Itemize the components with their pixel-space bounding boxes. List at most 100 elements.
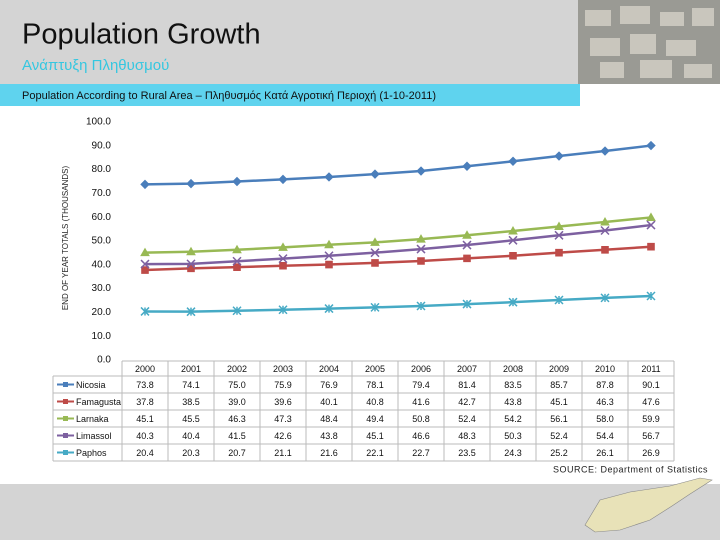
x-tick-label: 2003 (273, 364, 293, 374)
legend-label: Larnaka (76, 414, 109, 424)
marker (554, 221, 564, 230)
table-value: 46.3 (228, 414, 246, 424)
table-value: 49.4 (366, 414, 384, 424)
table-value: 26.1 (596, 448, 614, 458)
table-value: 37.8 (136, 397, 154, 407)
table-value: 75.9 (274, 380, 292, 390)
table-value: 40.1 (320, 397, 338, 407)
table-value: 46.6 (412, 431, 430, 441)
x-tick-label: 2005 (365, 364, 385, 374)
marker (186, 246, 196, 256)
table-value: 87.8 (596, 380, 614, 390)
marker (140, 306, 150, 316)
marker (416, 234, 426, 243)
marker (462, 161, 472, 171)
x-tick-label: 2001 (181, 364, 201, 374)
marker (646, 220, 656, 230)
series-line (144, 294, 652, 313)
marker (370, 237, 380, 246)
table-value: 45.1 (136, 414, 154, 424)
y-tick-label: 100.0 (86, 117, 111, 128)
marker (554, 151, 564, 161)
marker (646, 140, 656, 151)
marker (186, 178, 196, 189)
y-tick-label: 10.0 (92, 331, 112, 342)
marker (600, 216, 610, 226)
table-value: 74.1 (182, 380, 200, 390)
table-value: 73.8 (136, 380, 154, 390)
table-value: 39.0 (228, 397, 246, 407)
table-value: 40.4 (182, 431, 200, 441)
table-value: 22.1 (366, 448, 384, 458)
y-tick-label: 70.0 (92, 188, 112, 199)
map-icon (584, 477, 713, 533)
table-value: 52.4 (550, 431, 568, 441)
table-value: 41.6 (412, 397, 430, 407)
subtitle: Ανάπτυξη Πληθυσμού (22, 57, 169, 74)
table-value: 45.1 (366, 431, 384, 441)
marker (555, 248, 563, 257)
table-value: 56.7 (642, 431, 660, 441)
legend-label: Limassol (76, 431, 112, 441)
marker (554, 230, 564, 240)
table-value: 90.1 (642, 380, 660, 390)
table-value: 20.7 (228, 448, 246, 458)
marker (370, 169, 380, 179)
table-value: 25.2 (550, 448, 568, 458)
marker (324, 172, 334, 182)
marker (462, 240, 472, 250)
table-value: 54.4 (596, 431, 614, 441)
series-line (144, 223, 652, 266)
table-value: 58.0 (596, 414, 614, 424)
table-value: 23.5 (458, 448, 476, 458)
table-value: 52.4 (458, 414, 476, 424)
table-value: 41.5 (228, 431, 246, 441)
title: Population Growth (22, 19, 261, 51)
table-value: 38.5 (182, 397, 200, 407)
marker (463, 254, 471, 263)
x-tick-label: 2008 (503, 364, 523, 374)
table-value: 75.0 (228, 380, 246, 390)
marker (140, 259, 150, 269)
marker (646, 212, 656, 221)
marker (462, 299, 472, 309)
x-tick-label: 2000 (135, 364, 155, 374)
marker (646, 291, 656, 301)
marker (600, 225, 610, 236)
table-value: 50.8 (412, 414, 430, 424)
source: SOURCE: Department of Statistics (553, 464, 708, 474)
x-tick-label: 2004 (319, 364, 339, 374)
legend-marker (63, 433, 68, 438)
table-value: 26.9 (642, 448, 660, 458)
marker (416, 301, 426, 311)
marker (278, 174, 288, 185)
legend-marker (63, 382, 68, 387)
marker (601, 246, 609, 254)
legend-label: Famagusta (76, 397, 121, 407)
x-tick-label: 2009 (549, 364, 569, 374)
table-value: 40.3 (136, 431, 154, 441)
y-tick-label: 60.0 (92, 212, 112, 223)
x-tick-label: 2007 (457, 364, 477, 374)
marker (233, 263, 241, 271)
marker (278, 254, 288, 264)
series-line (144, 216, 652, 254)
table-value: 40.8 (366, 397, 384, 407)
x-tick-label: 2010 (595, 364, 615, 374)
banner: Population According to Rural Area – Πλη… (22, 90, 436, 102)
marker (554, 295, 564, 305)
marker (462, 230, 472, 239)
y-axis-label: END OF YEAR TOTALS (THOUSANDS) (61, 166, 70, 311)
table-value: 45.5 (182, 414, 200, 424)
table-value: 45.1 (550, 397, 568, 407)
marker (325, 260, 333, 269)
table-value: 48.4 (320, 414, 338, 424)
table-value: 59.9 (642, 414, 660, 424)
y-tick-label: 80.0 (92, 164, 112, 175)
marker (232, 244, 242, 254)
table-value: 21.6 (320, 448, 338, 458)
series-line (144, 144, 652, 186)
y-tick-label: 40.0 (92, 259, 112, 270)
